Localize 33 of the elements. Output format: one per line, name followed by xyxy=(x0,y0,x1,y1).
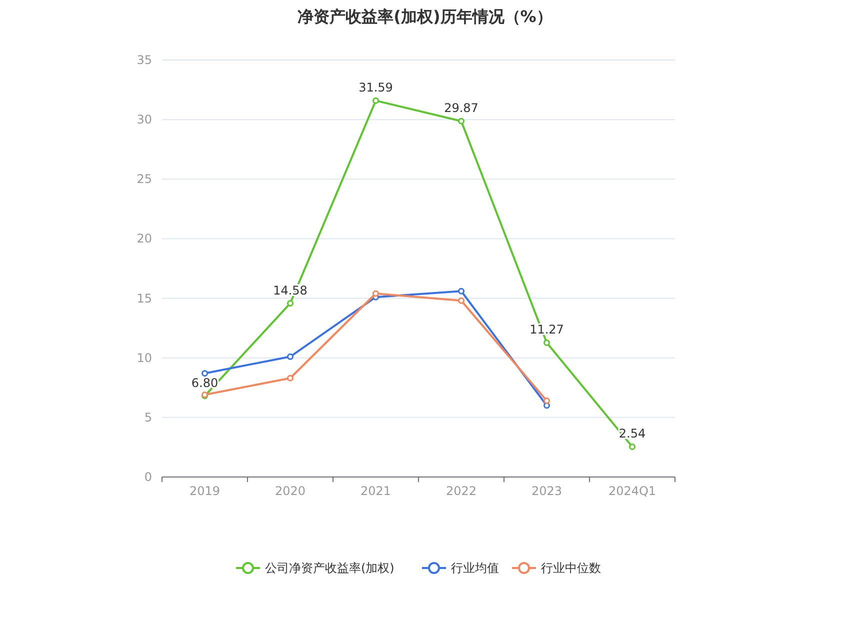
data-label: 29.87 xyxy=(444,101,478,116)
point xyxy=(544,398,550,404)
legend-label: 行业均值 xyxy=(451,561,499,575)
point xyxy=(287,300,294,307)
point xyxy=(544,339,550,346)
y-tick-label: 35 xyxy=(136,53,152,67)
point xyxy=(629,443,636,450)
point xyxy=(458,118,464,124)
legend-label: 行业中位数 xyxy=(541,561,601,575)
point xyxy=(372,97,379,104)
point xyxy=(458,288,464,294)
point xyxy=(458,297,464,304)
point xyxy=(372,290,379,297)
chart-title: 净资产收益率(加权)历年情况（%） xyxy=(298,7,552,26)
y-tick-label: 20 xyxy=(136,232,152,246)
y-tick-label: 10 xyxy=(136,350,152,365)
point xyxy=(287,353,294,360)
y-tick-label: 30 xyxy=(136,112,152,127)
x-tick-label: 2021 xyxy=(360,484,392,498)
x-tick-label: 2024Q1 xyxy=(608,484,656,498)
y-tick-label: 0 xyxy=(144,470,152,484)
data-label: 31.59 xyxy=(358,80,393,95)
point xyxy=(202,370,208,377)
point xyxy=(287,374,294,382)
y-tick-label: 25 xyxy=(136,172,152,186)
x-tick-label: 2023 xyxy=(531,484,562,498)
x-tick-label: 2020 xyxy=(274,484,306,498)
y-tick-label: 5 xyxy=(144,410,152,424)
y-tick-label: 15 xyxy=(136,291,152,306)
point xyxy=(544,402,550,409)
legend-label: 公司净资产收益率(加权) xyxy=(265,561,394,575)
x-tick-label: 2022 xyxy=(446,484,477,498)
x-tick-label: 2019 xyxy=(189,484,220,498)
